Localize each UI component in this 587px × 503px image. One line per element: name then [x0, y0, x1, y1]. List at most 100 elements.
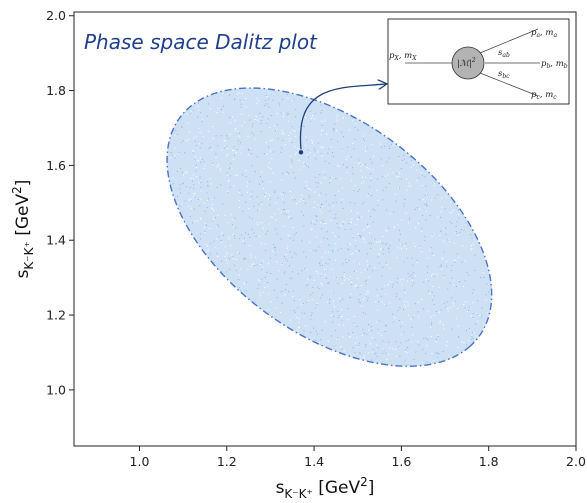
region-speckle [455, 301, 457, 303]
region-speckle [178, 152, 180, 153]
region-speckle [466, 329, 467, 331]
region-speckle [289, 156, 291, 158]
region-speckle [227, 222, 229, 224]
region-speckle [226, 148, 228, 150]
region-speckle [456, 286, 457, 288]
region-speckle [340, 131, 342, 133]
region-speckle [288, 265, 290, 267]
region-speckle [301, 270, 303, 272]
region-speckle [283, 272, 285, 274]
region-speckle [311, 229, 312, 231]
region-speckle [271, 139, 273, 141]
region-speckle [293, 290, 295, 292]
region-speckle [266, 103, 268, 105]
region-speckle [253, 205, 255, 207]
region-speckle [256, 156, 258, 158]
region-speckle [400, 168, 402, 170]
region-speckle [400, 326, 402, 328]
region-speckle [298, 326, 300, 328]
region-speckle [433, 314, 435, 316]
region-speckle [352, 347, 354, 349]
region-speckle [449, 357, 450, 359]
region-speckle [401, 244, 403, 246]
region-speckle [211, 220, 213, 222]
region-speckle [424, 240, 426, 242]
region-speckle [228, 258, 230, 260]
region-speckle [332, 311, 334, 313]
region-speckle [433, 185, 435, 187]
region-speckle [457, 308, 459, 310]
region-speckle [197, 116, 199, 118]
region-speckle [306, 301, 308, 303]
region-speckle [358, 189, 360, 191]
region-speckle [206, 192, 208, 194]
region-speckle [354, 324, 356, 326]
region-speckle [171, 154, 173, 156]
region-speckle [316, 186, 318, 188]
region-speckle [483, 277, 485, 278]
region-speckle [274, 125, 276, 126]
region-speckle [226, 259, 228, 261]
region-speckle [441, 197, 442, 199]
region-speckle [361, 176, 363, 178]
region-speckle [303, 165, 305, 167]
region-speckle [323, 171, 325, 173]
region-speckle [413, 316, 415, 318]
region-speckle [410, 156, 412, 158]
region-speckle [396, 176, 398, 178]
region-speckle [438, 353, 440, 355]
region-speckle [296, 203, 298, 204]
region-speckle [294, 234, 296, 236]
region-speckle [347, 319, 349, 321]
region-speckle [318, 288, 320, 289]
region-speckle [286, 247, 288, 249]
region-speckle [229, 122, 231, 124]
region-speckle [437, 352, 439, 354]
region-speckle [419, 245, 421, 247]
region-speckle [406, 257, 408, 259]
region-speckle [398, 320, 400, 322]
region-speckle [269, 181, 271, 183]
region-speckle [215, 135, 217, 137]
region-speckle [170, 152, 172, 153]
region-speckle [264, 153, 266, 155]
region-speckle [184, 113, 186, 115]
region-speckle [411, 160, 412, 162]
region-speckle [293, 94, 295, 96]
region-speckle [423, 308, 425, 310]
region-speckle [311, 299, 313, 301]
region-speckle [310, 222, 312, 224]
region-speckle [342, 164, 344, 166]
region-speckle [408, 339, 410, 341]
region-speckle [213, 240, 215, 242]
region-speckle [229, 269, 231, 270]
region-speckle [366, 269, 368, 271]
region-speckle [358, 159, 360, 161]
region-speckle [370, 343, 372, 345]
region-speckle [427, 266, 428, 267]
region-speckle [282, 173, 283, 175]
region-speckle [333, 277, 335, 279]
region-speckle [354, 342, 356, 344]
region-speckle [221, 241, 223, 243]
region-speckle [249, 198, 251, 200]
region-speckle [243, 237, 245, 239]
region-speckle [431, 233, 433, 235]
region-speckle [347, 307, 349, 309]
region-speckle [460, 229, 462, 230]
region-speckle [360, 170, 362, 172]
region-speckle [200, 198, 202, 200]
region-speckle [357, 191, 359, 193]
region-speckle [308, 166, 309, 168]
region-speckle [336, 114, 338, 116]
region-speckle [257, 209, 259, 211]
region-speckle [393, 211, 395, 213]
region-speckle [320, 206, 322, 208]
region-speckle [357, 345, 359, 346]
region-speckle [419, 247, 421, 249]
region-speckle [250, 256, 252, 258]
region-speckle [474, 341, 476, 343]
region-speckle [198, 143, 200, 145]
region-speckle [454, 261, 456, 263]
region-speckle [355, 250, 357, 252]
